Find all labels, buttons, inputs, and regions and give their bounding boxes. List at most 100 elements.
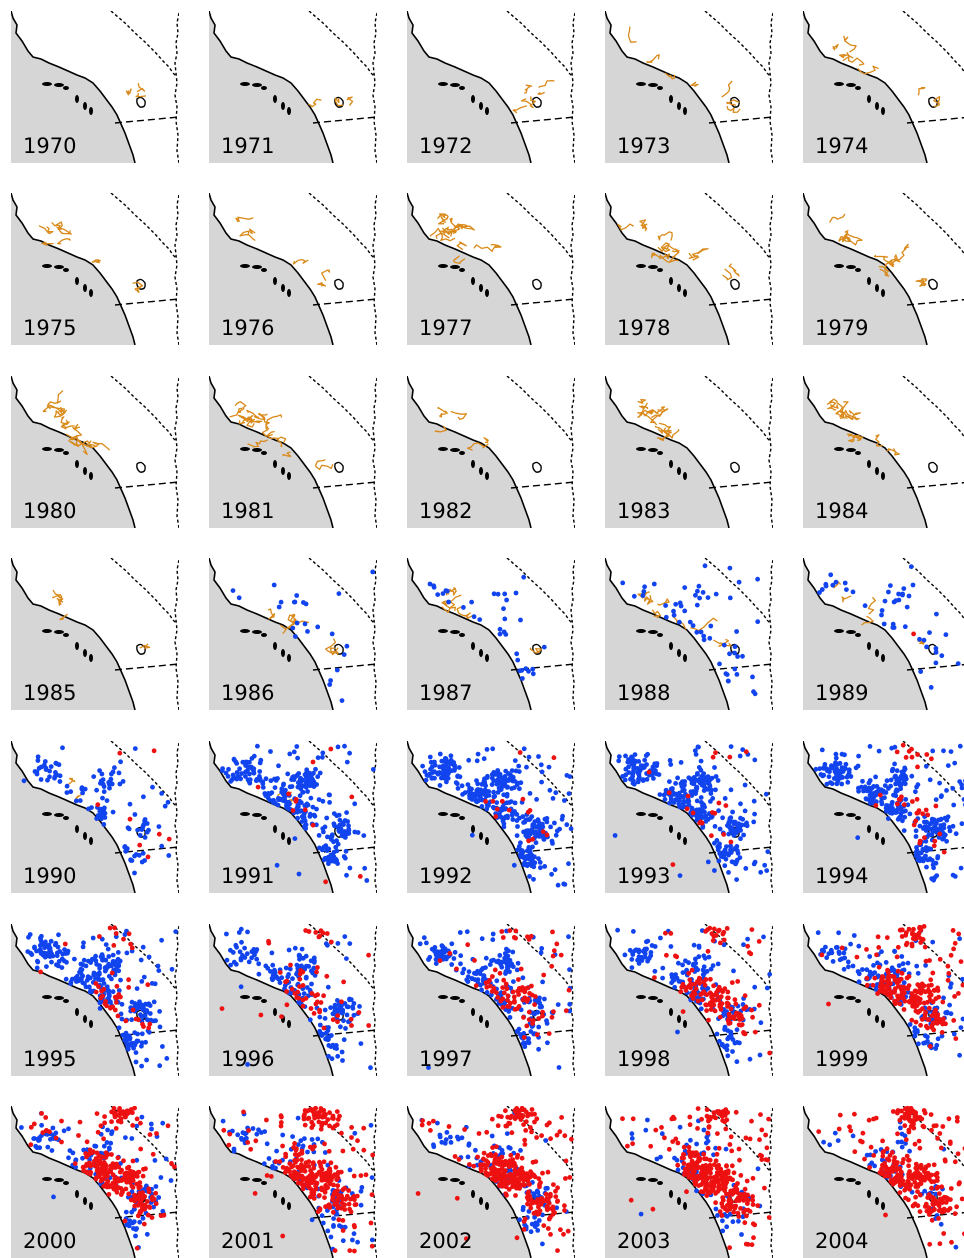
blue-point	[449, 1140, 454, 1145]
red-point	[358, 874, 363, 879]
red-point	[928, 1044, 933, 1049]
blue-point	[864, 967, 869, 972]
blue-point	[536, 1047, 541, 1052]
island	[875, 102, 879, 110]
red-point	[38, 970, 43, 975]
blue-point	[68, 981, 73, 986]
red-point	[700, 998, 705, 1003]
blue-point	[45, 778, 50, 783]
blue-point	[101, 782, 106, 787]
blue-point	[305, 629, 310, 634]
red-point	[956, 991, 961, 996]
red-point	[499, 929, 504, 934]
island	[875, 1015, 879, 1023]
blue-point	[530, 1222, 535, 1227]
blue-point	[823, 945, 828, 950]
blue-point	[515, 818, 520, 823]
blue-point	[642, 758, 647, 763]
year-label: 1995	[23, 1049, 76, 1070]
blue-point	[708, 799, 713, 804]
red-point	[322, 1026, 327, 1031]
red-point	[220, 1006, 225, 1011]
year-label: 1982	[419, 501, 472, 522]
island	[881, 289, 885, 297]
red-point	[878, 793, 883, 798]
blue-point	[326, 855, 331, 860]
red-point	[876, 934, 881, 939]
blue-point	[676, 961, 681, 966]
island	[450, 996, 460, 1000]
red-point	[895, 802, 900, 807]
red-point	[130, 1123, 135, 1128]
red-point	[278, 970, 283, 975]
blue-point	[902, 828, 907, 833]
island	[83, 102, 87, 110]
blue-point	[123, 1034, 128, 1039]
blue-point	[500, 1148, 505, 1153]
island	[485, 837, 489, 845]
blue-point	[326, 1043, 331, 1048]
blue-point	[892, 600, 897, 605]
blue-point	[290, 1134, 295, 1139]
red-point	[312, 1011, 317, 1016]
red-point	[902, 802, 907, 807]
island	[83, 284, 87, 292]
island	[834, 995, 844, 999]
island	[273, 825, 277, 833]
red-point	[501, 1005, 506, 1010]
blue-point	[157, 1009, 162, 1014]
blue-point	[903, 624, 908, 629]
blue-point	[884, 960, 889, 965]
red-point	[490, 974, 495, 979]
red-point	[130, 946, 135, 951]
blue-point	[503, 774, 508, 779]
blue-point	[885, 778, 890, 783]
blue-point	[55, 953, 60, 958]
red-point	[897, 797, 902, 802]
blue-point	[675, 1030, 680, 1035]
red-point	[935, 986, 940, 991]
red-point	[104, 1150, 109, 1155]
blue-point	[141, 794, 146, 799]
blue-point	[501, 819, 506, 824]
blue-point	[424, 941, 429, 946]
red-point	[937, 832, 942, 837]
blue-point	[321, 799, 326, 804]
blue-point	[515, 1029, 520, 1034]
blue-point	[728, 596, 733, 601]
blue-point	[327, 800, 332, 805]
blue-point	[895, 768, 900, 773]
red-point	[750, 1015, 755, 1020]
red-point	[303, 928, 308, 933]
blue-point	[247, 960, 252, 965]
blue-point	[711, 963, 716, 968]
blue-point	[934, 821, 939, 826]
blue-point	[929, 685, 934, 690]
blue-point	[344, 810, 349, 815]
red-point	[299, 1162, 304, 1167]
blue-point	[934, 797, 939, 802]
blue-point	[648, 953, 653, 958]
island	[657, 268, 663, 272]
island	[471, 95, 475, 103]
blue-point	[485, 747, 490, 752]
island	[648, 83, 658, 87]
blue-point	[513, 758, 518, 763]
red-point	[246, 1128, 251, 1133]
red-point	[494, 990, 499, 995]
map-panel-1986: 1986	[209, 558, 377, 710]
blue-point	[304, 954, 309, 959]
blue-point	[820, 587, 825, 592]
blue-point	[521, 975, 526, 980]
blue-point	[896, 592, 901, 597]
blue-point	[460, 783, 465, 788]
blue-point	[444, 588, 449, 593]
blue-point	[343, 1026, 348, 1031]
red-point	[97, 934, 102, 939]
blue-point	[515, 658, 520, 663]
red-point	[729, 1007, 734, 1012]
red-point	[711, 938, 716, 943]
blue-point	[112, 765, 117, 770]
red-point	[941, 1016, 946, 1021]
blue-point	[330, 1056, 335, 1061]
